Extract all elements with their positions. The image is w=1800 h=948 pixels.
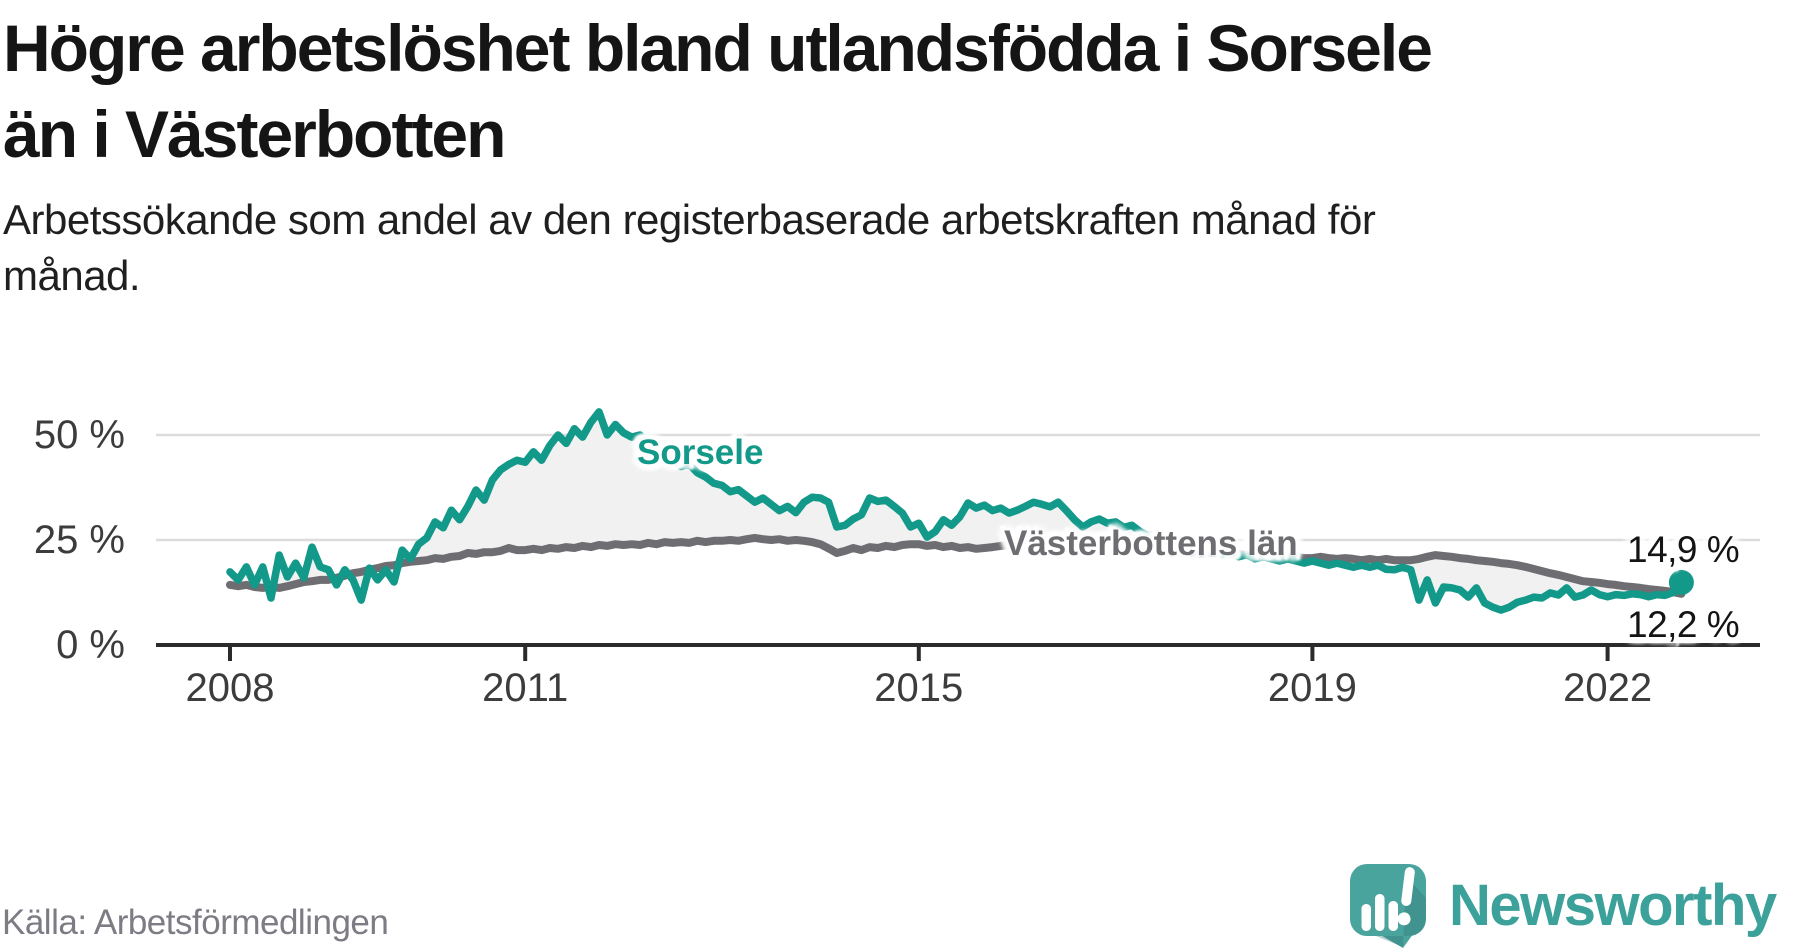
x-tick-label: 2022	[1563, 666, 1653, 710]
y-tick-label: 25 %	[33, 518, 125, 562]
x-axis	[156, 643, 1760, 661]
end-value-vasterbotten: 12,2 %	[1627, 604, 1740, 645]
x-tick-label: 2015	[874, 666, 964, 710]
page-subtitle: Arbetssökande som andel av den registerb…	[3, 196, 1376, 299]
series-lines	[226, 408, 1694, 614]
x-tick-label: 2008	[185, 666, 275, 710]
source-attribution: Källa: Arbetsförmedlingen	[2, 903, 389, 942]
series-label-sorsele: Sorsele	[637, 433, 764, 472]
x-tick-label: 2011	[482, 666, 569, 710]
series-line-vasterbotten	[226, 533, 1686, 598]
y-tick-label: 0 %	[56, 623, 125, 667]
end-value-sorsele: 14,9 %	[1627, 529, 1740, 570]
series-label-vasterbotten: Västerbottens län	[1004, 524, 1298, 563]
newsworthy-brand-text: Newsworthy	[1449, 873, 1777, 938]
x-tick-label: 2019	[1267, 666, 1357, 710]
end-dot-sorsele	[1668, 569, 1694, 595]
series-line-sorsele	[226, 408, 1686, 614]
newsworthy-logo-icon	[1350, 864, 1426, 948]
y-tick-label: 50 %	[33, 413, 125, 457]
page-title: Högre arbetslöshet bland utlandsfödda i …	[3, 11, 1433, 171]
